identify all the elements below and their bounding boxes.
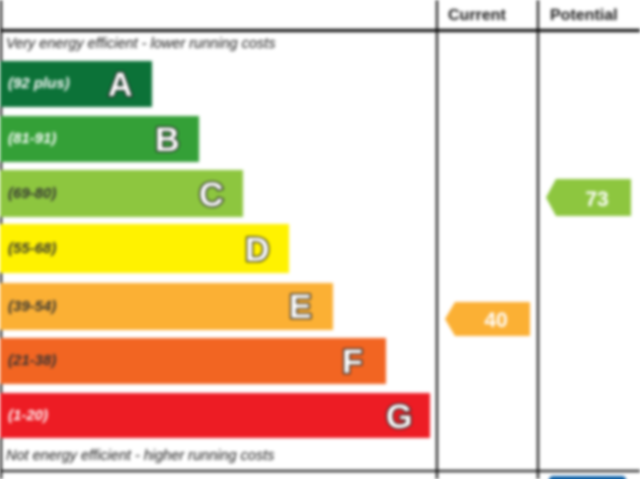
svg-text:40: 40 bbox=[484, 309, 507, 332]
svg-text:G: G bbox=[386, 398, 412, 436]
svg-text:B: B bbox=[155, 121, 180, 159]
svg-text:C: C bbox=[199, 176, 224, 214]
svg-text:E: E bbox=[289, 288, 312, 326]
svg-text:73: 73 bbox=[585, 188, 608, 211]
svg-text:A: A bbox=[108, 66, 133, 104]
svg-text:F: F bbox=[342, 343, 363, 381]
svg-text:D: D bbox=[245, 231, 270, 269]
